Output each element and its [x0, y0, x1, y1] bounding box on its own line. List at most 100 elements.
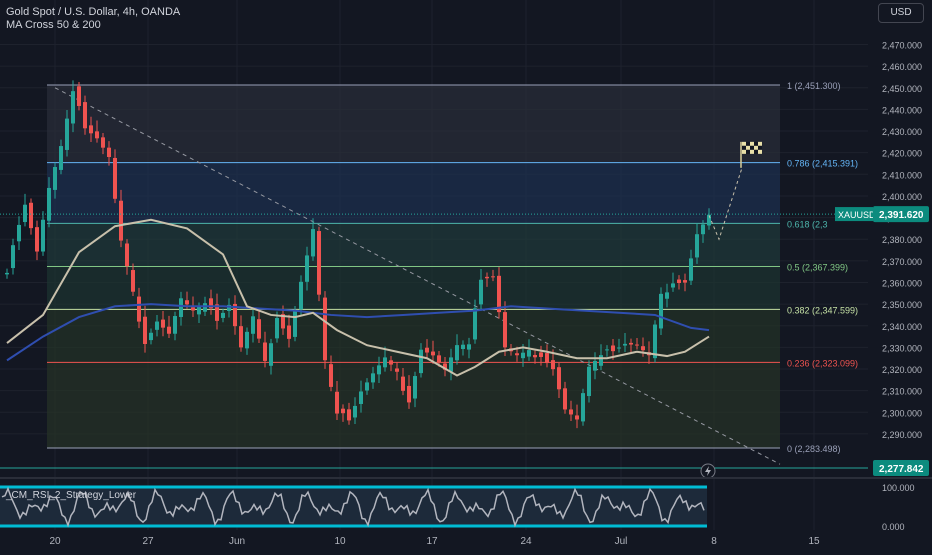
fib-level-label: 0.382 (2,347.599)	[787, 305, 858, 315]
candle	[149, 328, 153, 345]
candle-body	[197, 306, 201, 315]
candle-body	[461, 344, 465, 350]
candle-body	[401, 376, 405, 391]
candle	[413, 371, 417, 408]
candle-body	[557, 367, 561, 390]
candle	[377, 356, 381, 383]
candle	[353, 397, 357, 424]
candle	[365, 378, 369, 395]
candle	[587, 360, 591, 403]
candle	[287, 314, 291, 348]
candle	[179, 291, 183, 326]
ma-fast-line	[6, 218, 710, 377]
fib-retracement[interactable]: 1 (2,451.300) 0.786 (2,415.391) 0.618 (2,3…	[47, 81, 858, 454]
candle	[65, 109, 69, 157]
fib-level-label: 1 (2,451.300)	[787, 81, 841, 91]
candle-body	[485, 276, 489, 279]
candle-body	[125, 243, 129, 267]
bottom-price-tag	[873, 460, 929, 476]
ma-slow-line	[6, 303, 710, 362]
candle-body	[503, 312, 507, 348]
candle	[431, 340, 435, 365]
candle-body	[389, 360, 393, 365]
flag-cell	[758, 149, 762, 154]
candle-body	[143, 316, 147, 344]
currency-button[interactable]: USD	[878, 3, 924, 23]
candle	[701, 220, 705, 243]
flag-cell	[750, 149, 754, 154]
candle	[209, 289, 213, 315]
candle	[671, 272, 675, 292]
candle-body	[617, 347, 621, 349]
candle	[533, 350, 537, 364]
trend-line[interactable]	[54, 87, 781, 465]
candle-body	[275, 318, 279, 339]
flag-cell	[750, 145, 754, 150]
candle-body	[179, 298, 183, 317]
lightning-icon[interactable]	[700, 463, 716, 479]
candle-body	[353, 405, 357, 418]
candle	[299, 275, 303, 316]
candle-body	[407, 385, 411, 403]
price-tick-label: 2,350.000	[882, 300, 922, 310]
candle-body	[281, 314, 285, 329]
candle	[557, 362, 561, 398]
candle-body	[677, 279, 681, 284]
candle-body	[29, 202, 33, 229]
price-axis[interactable]: 2,290.000 2,300.000 2,310.000 2,320.000 2,33…	[868, 0, 932, 550]
candle	[695, 223, 699, 264]
fib-zone	[47, 266, 780, 310]
candle-body	[23, 204, 27, 223]
projection-path[interactable]	[708, 167, 743, 241]
candle	[119, 189, 123, 248]
candle-body	[425, 347, 429, 353]
candle	[317, 226, 321, 302]
candle-body	[131, 270, 135, 292]
candle-body	[515, 353, 519, 356]
rsi-pane[interactable]: _CM_RSI_2_Strategy_Lower 100.000 0.000	[0, 483, 915, 532]
candle	[263, 331, 267, 368]
candle	[407, 375, 411, 409]
candle	[89, 116, 93, 142]
candle	[563, 381, 567, 414]
candle	[455, 334, 459, 365]
candle-body	[227, 304, 231, 311]
time-tick-label: 27	[142, 536, 154, 547]
candle-body	[683, 280, 687, 283]
price-tick-label: 2,340.000	[882, 322, 922, 332]
candle	[293, 306, 297, 342]
price-tick-label: 2,460.000	[882, 62, 922, 72]
candle-body	[89, 125, 93, 134]
candle	[221, 308, 225, 323]
candle-body	[395, 368, 399, 372]
candle-body	[5, 272, 9, 275]
candle	[329, 355, 333, 392]
candle	[17, 216, 21, 250]
candle-body	[491, 276, 495, 278]
candle	[95, 120, 99, 143]
rsi-tick-label: 100.000	[882, 483, 915, 493]
flag-cell	[742, 149, 746, 154]
candle-body	[419, 349, 423, 374]
indicator-name[interactable]: MA Cross 50 & 200	[6, 19, 101, 31]
candle	[581, 388, 585, 426]
candle-body	[581, 393, 585, 422]
checkered-flag-icon[interactable]	[740, 141, 762, 168]
candle-body	[593, 360, 597, 371]
candle	[593, 352, 597, 380]
candle	[233, 295, 237, 335]
candle-body	[317, 231, 321, 295]
fib-level-label: 0 (2,283.498)	[787, 444, 841, 454]
candle-body	[599, 355, 603, 366]
candle-body	[41, 219, 45, 252]
candle	[659, 287, 663, 335]
price-tick-label: 2,360.000	[882, 278, 922, 288]
time-axis[interactable]: 20 27 Jun 10 17 24 Jul 8 15	[0, 530, 932, 550]
candle	[71, 80, 75, 133]
candle-body	[305, 255, 309, 282]
candle	[251, 309, 255, 343]
last-price-tag	[873, 206, 929, 223]
candle	[425, 339, 429, 360]
candle-body	[101, 137, 105, 148]
